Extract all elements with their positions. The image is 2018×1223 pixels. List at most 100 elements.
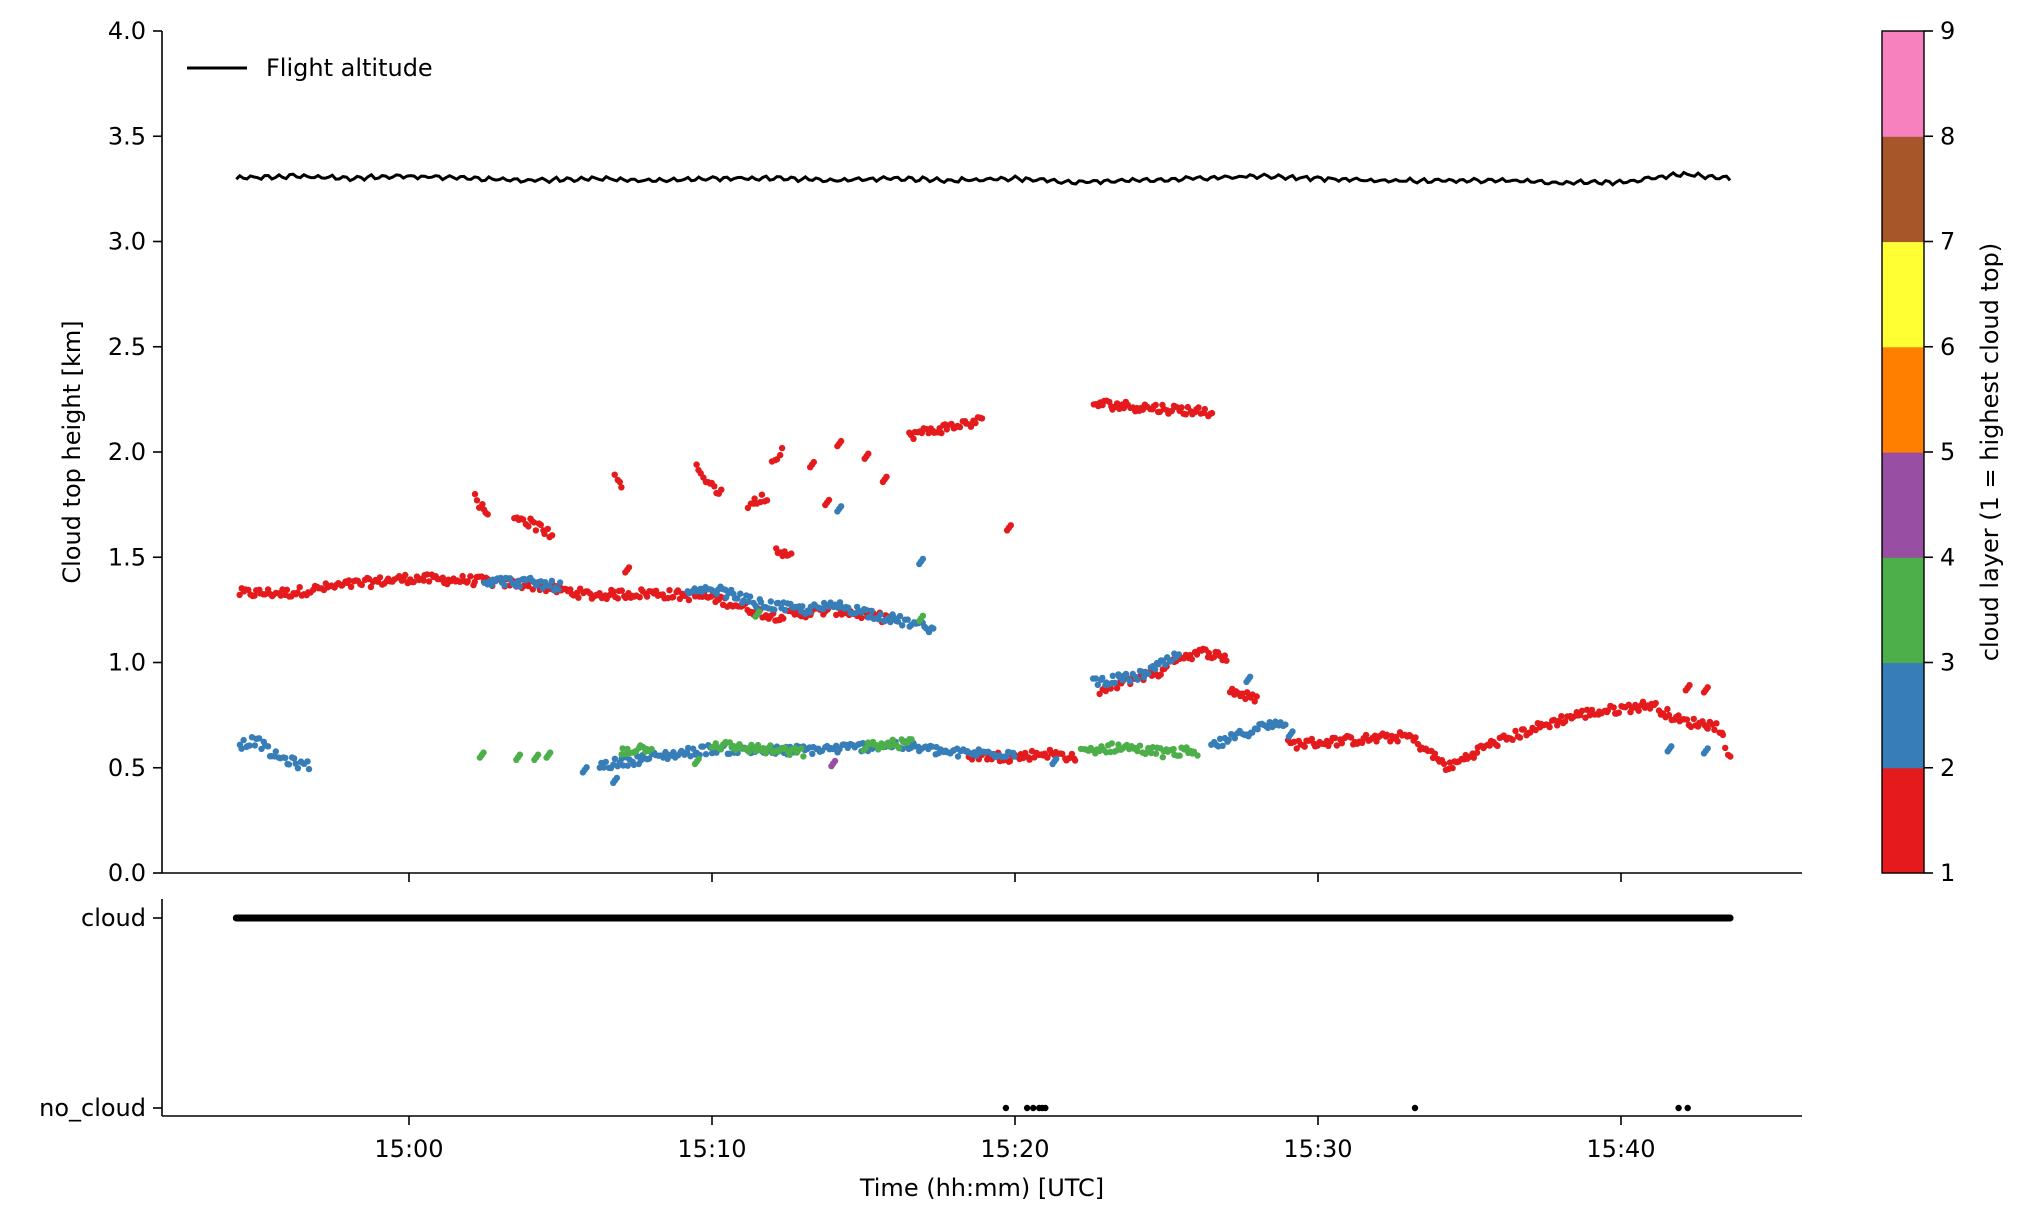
cloud-top-point bbox=[546, 582, 553, 590]
cloud-top-point bbox=[771, 606, 778, 613]
cloud-top-point bbox=[467, 573, 474, 580]
top-y-tick-label: 2.0 bbox=[108, 438, 146, 466]
cloud-top-point bbox=[622, 594, 629, 602]
cloud-top-point bbox=[1665, 711, 1673, 719]
no-cloud-point bbox=[1042, 1104, 1049, 1112]
cloud-top-point bbox=[625, 564, 633, 571]
cloud-top-point bbox=[1473, 749, 1481, 756]
cloud-top-point bbox=[1201, 405, 1209, 413]
cloud-top-point bbox=[1157, 671, 1164, 678]
cloud-top-point bbox=[1159, 754, 1167, 761]
cloud-top-point bbox=[1333, 742, 1341, 749]
cloud-top-point bbox=[304, 758, 311, 765]
no-cloud-point bbox=[1023, 1104, 1031, 1112]
cloud-top-point bbox=[614, 595, 622, 602]
cloud-top-point bbox=[555, 586, 562, 593]
cloud-top-point bbox=[600, 764, 607, 771]
cloud-top-point bbox=[887, 618, 894, 626]
cloud-top-point bbox=[238, 745, 245, 752]
cloud-top-point bbox=[1092, 675, 1100, 682]
cloud-top-point bbox=[775, 599, 782, 607]
cloud-top-point bbox=[1188, 655, 1196, 663]
cloud-top-point bbox=[737, 590, 744, 597]
cloud-top-point bbox=[740, 597, 747, 604]
cloud-top-point bbox=[636, 594, 643, 601]
cloud-top-point bbox=[285, 761, 293, 768]
cloud-top-point bbox=[751, 495, 758, 502]
cloud-top-point bbox=[1251, 698, 1258, 705]
cloud-top-point bbox=[837, 437, 845, 445]
cloud-top-point bbox=[1219, 742, 1226, 749]
no-cloud-point bbox=[1030, 1104, 1037, 1112]
cloud-top-point bbox=[1583, 706, 1591, 713]
cloud-top-point bbox=[1175, 651, 1183, 658]
cloud-top-point bbox=[1704, 725, 1711, 732]
top-y-ticks: 0.0 0.5 1.0 1.5 2.0 2.5 3.0 3.5 4.0 bbox=[108, 17, 162, 887]
cloud-top-point bbox=[1195, 404, 1202, 411]
cloud-top-point bbox=[1722, 744, 1729, 752]
cloud-top-point bbox=[1338, 740, 1346, 747]
top-y-tick-label: 3.5 bbox=[108, 122, 146, 150]
colorbar-tick-label: 8 bbox=[1940, 122, 1955, 150]
cloud-top-point bbox=[1071, 757, 1079, 764]
cloud-top-point bbox=[760, 745, 767, 752]
cloud-top-point bbox=[956, 423, 964, 431]
cloud-top-point bbox=[272, 748, 279, 755]
colorbar-tick-label: 4 bbox=[1940, 543, 1955, 571]
cloud-top-point bbox=[685, 744, 692, 752]
cloud-top-point bbox=[1704, 745, 1711, 752]
cloud-top-point bbox=[1178, 404, 1185, 411]
cloud-top-point bbox=[837, 503, 845, 510]
cloud-top-point bbox=[757, 599, 765, 606]
bottom-y-ticks: no_cloud cloud bbox=[39, 904, 162, 1122]
cloud-top-point bbox=[530, 519, 538, 526]
cloud-top-point bbox=[516, 583, 523, 590]
top-y-tick-label: 2.5 bbox=[108, 333, 146, 361]
bottom-y-tick-label: cloud bbox=[81, 904, 146, 932]
cloud-top-point bbox=[547, 749, 554, 756]
top-x-ticks bbox=[408, 873, 1622, 882]
top-y-tick-label: 0.0 bbox=[108, 859, 146, 887]
cloud-top-point bbox=[1301, 743, 1308, 750]
cloud-flag-marks bbox=[232, 914, 1734, 1112]
cloud-top-point bbox=[459, 572, 466, 580]
top-y-tick-label: 1.0 bbox=[108, 649, 146, 677]
cloud-top-point bbox=[1210, 653, 1218, 661]
cloud-top-point bbox=[624, 762, 631, 769]
cloud-top-point bbox=[358, 581, 365, 589]
cloud-top-point bbox=[786, 751, 793, 758]
cloud-top-point bbox=[1223, 657, 1230, 664]
cloud-top-point bbox=[778, 444, 786, 452]
cloud-top-point bbox=[896, 612, 904, 620]
cloud-top-point bbox=[537, 521, 544, 528]
cloud-top-point bbox=[1021, 749, 1029, 757]
cloud-top-point bbox=[648, 745, 655, 753]
top-panel: 0.0 0.5 1.0 1.5 2.0 2.5 3.0 3.5 4.0 Cloud top he… bbox=[58, 17, 1802, 887]
cloud-top-point bbox=[875, 616, 882, 623]
flight-altitude-line bbox=[235, 170, 1732, 187]
cloud-top-point bbox=[611, 755, 619, 762]
top-y-axis-label: Cloud top height [km] bbox=[58, 320, 86, 583]
cloud-top-point bbox=[1221, 652, 1229, 659]
cloud-top-point bbox=[718, 486, 725, 493]
cloud-top-point bbox=[831, 757, 839, 765]
cloud-top-point bbox=[1007, 522, 1014, 529]
colorbar-block bbox=[1882, 346, 1924, 453]
cloud-top-point bbox=[1686, 682, 1693, 689]
cloud-top-point bbox=[1664, 705, 1671, 713]
cloud-top-point bbox=[464, 578, 471, 585]
cloud-top-point bbox=[781, 607, 789, 614]
cloud-top-point bbox=[1516, 734, 1524, 741]
bottom-x-tick-label: 15:30 bbox=[1283, 1135, 1352, 1163]
cloud-top-point bbox=[1727, 753, 1734, 760]
cloud-top-point bbox=[910, 435, 917, 442]
cloud-top-point bbox=[423, 571, 431, 578]
cloud-top-point bbox=[471, 578, 478, 586]
cloud-top-point bbox=[1113, 400, 1121, 407]
cloud-top-point bbox=[712, 740, 719, 747]
cloud-top-point bbox=[904, 616, 911, 623]
cloud-top-point bbox=[1578, 707, 1586, 714]
cloud-top-point bbox=[1561, 718, 1569, 725]
cloud-top-point bbox=[1109, 672, 1117, 679]
cloud-top-point bbox=[954, 753, 962, 760]
